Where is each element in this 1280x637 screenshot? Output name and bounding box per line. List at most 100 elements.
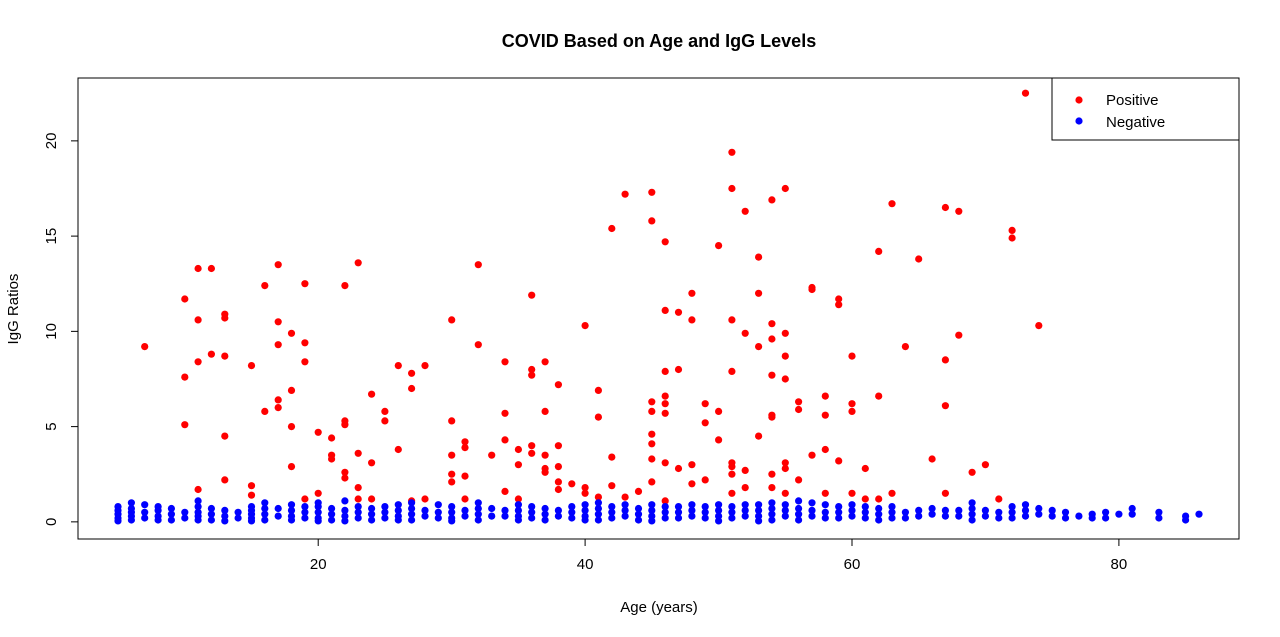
positive-point bbox=[1008, 226, 1016, 234]
negative-point bbox=[701, 514, 709, 522]
positive-point bbox=[648, 188, 656, 196]
positive-point bbox=[528, 365, 536, 374]
positive-point bbox=[194, 485, 202, 494]
negative-point bbox=[821, 514, 829, 522]
negative-point bbox=[488, 512, 496, 520]
negative-point bbox=[1008, 503, 1016, 511]
negative-point bbox=[901, 508, 910, 516]
negative-point bbox=[1115, 510, 1123, 518]
plot-frame bbox=[77, 77, 1240, 540]
positive-point bbox=[354, 484, 362, 492]
positive-point bbox=[835, 295, 843, 303]
positive-point bbox=[448, 451, 456, 459]
negative-point bbox=[328, 510, 336, 518]
positive-point bbox=[501, 409, 509, 417]
negative-point bbox=[621, 506, 629, 514]
positive-point bbox=[728, 184, 736, 193]
positive-point bbox=[581, 484, 589, 492]
negative-point bbox=[875, 510, 883, 518]
negative-point bbox=[167, 510, 175, 518]
positive-point bbox=[541, 358, 549, 366]
negative-point bbox=[795, 510, 803, 518]
positive-point bbox=[928, 455, 936, 463]
negative-point bbox=[434, 508, 442, 516]
negative-point bbox=[634, 516, 643, 524]
positive-point bbox=[768, 196, 776, 204]
negative-point bbox=[1102, 508, 1110, 516]
x-tick-label: 80 bbox=[1111, 556, 1128, 573]
negative-point bbox=[1035, 504, 1043, 513]
negative-point bbox=[381, 508, 389, 516]
negative-point bbox=[408, 504, 416, 513]
positive-point bbox=[514, 495, 523, 503]
negative-point bbox=[474, 504, 482, 513]
negative-point bbox=[1075, 512, 1083, 520]
positive-point bbox=[755, 289, 763, 297]
positive-point bbox=[768, 413, 776, 421]
positive-point bbox=[1008, 234, 1016, 242]
positive-point bbox=[554, 381, 563, 389]
negative-point bbox=[674, 503, 683, 511]
positive-point bbox=[394, 362, 402, 370]
negative-point bbox=[1128, 510, 1136, 518]
positive-point bbox=[781, 489, 789, 497]
negative-point bbox=[861, 508, 869, 516]
negative-point bbox=[795, 504, 803, 513]
x-tick-label: 40 bbox=[577, 556, 594, 573]
negative-point bbox=[1182, 516, 1190, 524]
negative-point bbox=[234, 508, 242, 516]
positive-point bbox=[274, 318, 282, 326]
positive-point bbox=[848, 407, 856, 415]
negative-point bbox=[141, 514, 149, 522]
negative-point bbox=[781, 506, 789, 514]
negative-point bbox=[634, 504, 643, 513]
x-axis: 20 40 60 80 bbox=[310, 539, 1127, 573]
negative-point bbox=[541, 504, 549, 513]
y-axis: 0 5 10 15 20 bbox=[43, 133, 78, 526]
positive-point bbox=[594, 493, 603, 501]
negative-point bbox=[701, 503, 709, 511]
positive-point bbox=[781, 464, 789, 473]
positive-point bbox=[141, 343, 149, 351]
negative-point bbox=[634, 510, 643, 518]
negative-point bbox=[127, 499, 135, 507]
positive-point bbox=[287, 463, 296, 471]
negative-point bbox=[394, 501, 402, 509]
positive-point bbox=[741, 329, 749, 337]
negative-point bbox=[1088, 514, 1096, 522]
positive-point bbox=[648, 217, 656, 225]
positive-point bbox=[661, 238, 669, 246]
negative-point bbox=[287, 506, 296, 514]
negative-point bbox=[354, 514, 362, 522]
positive-point bbox=[474, 341, 482, 349]
negative-point bbox=[114, 517, 122, 525]
positive-point bbox=[901, 343, 910, 351]
negative-point bbox=[688, 501, 696, 509]
negative-point bbox=[328, 516, 336, 524]
positive-point bbox=[795, 398, 803, 406]
positive-point bbox=[328, 455, 336, 463]
positive-point bbox=[848, 400, 856, 408]
positive-point bbox=[941, 402, 950, 410]
positive-point bbox=[715, 407, 723, 415]
negative-point bbox=[808, 506, 816, 514]
negative-point bbox=[474, 510, 482, 518]
positive-point bbox=[368, 390, 376, 398]
negative-point bbox=[474, 516, 482, 524]
negative-point bbox=[955, 506, 963, 514]
positive-point bbox=[381, 417, 389, 425]
negative-point bbox=[955, 512, 963, 520]
positive-point bbox=[287, 423, 296, 431]
positive-point bbox=[688, 480, 696, 488]
negative-point bbox=[861, 503, 869, 511]
negative-point bbox=[995, 508, 1003, 516]
legend-negative-label: Negative bbox=[1106, 114, 1165, 131]
negative-point bbox=[768, 510, 776, 518]
positive-point bbox=[608, 224, 616, 233]
y-axis-label: IgG Ratios bbox=[5, 274, 22, 345]
x-axis-label: Age (years) bbox=[620, 599, 698, 616]
positive-point bbox=[981, 461, 990, 469]
negative-point bbox=[715, 501, 723, 509]
negative-point bbox=[1021, 512, 1030, 520]
